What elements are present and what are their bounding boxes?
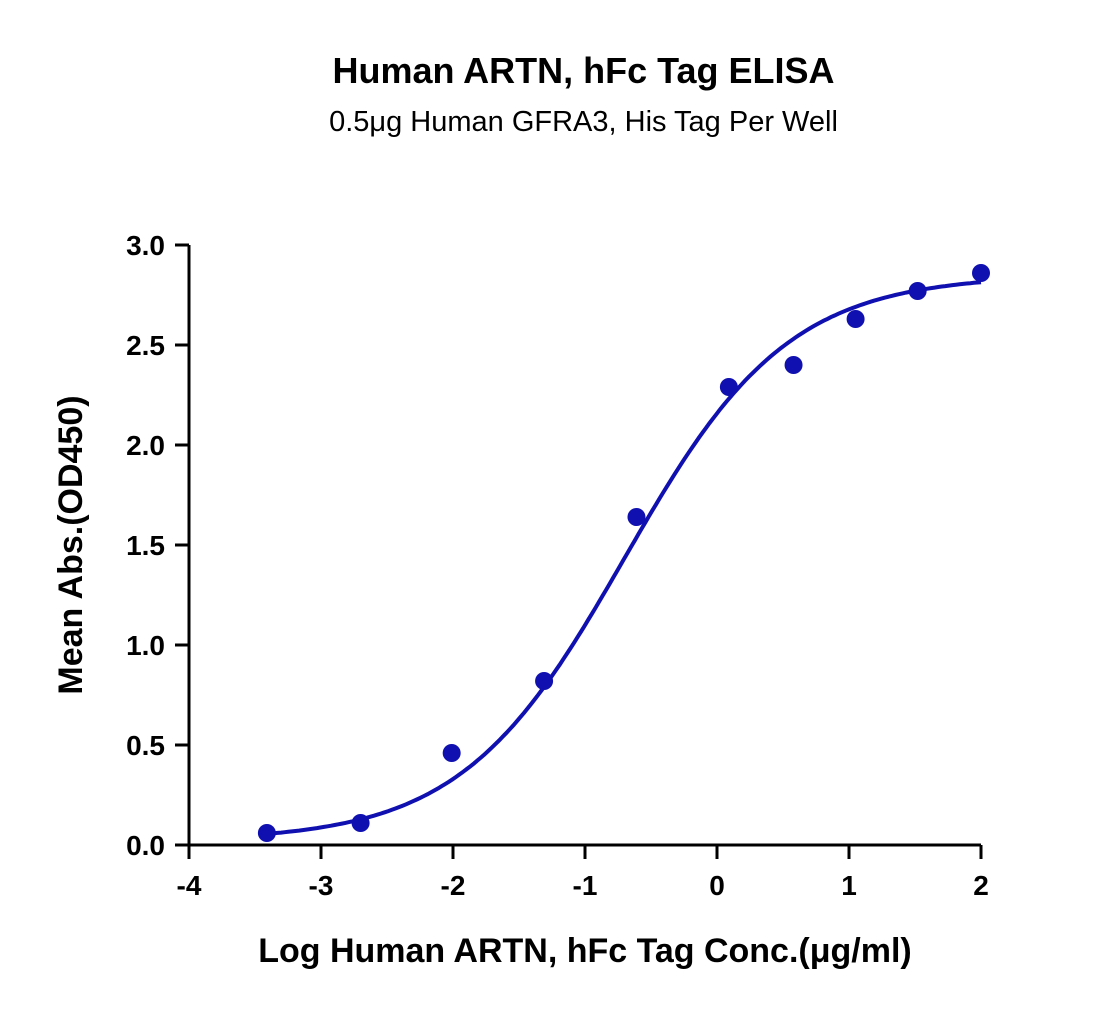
x-tick-label: -4 <box>177 870 202 901</box>
x-tick-label: 2 <box>973 870 989 901</box>
x-tick-label: -3 <box>309 870 334 901</box>
y-tick-label: 1.0 <box>126 630 165 661</box>
y-tick-label: 2.5 <box>126 330 165 361</box>
data-point <box>719 378 738 396</box>
x-tick-label: 0 <box>709 870 725 901</box>
data-point <box>784 356 803 374</box>
chart-subtitle: 0.5μg Human GFRA3, His Tag Per Well <box>329 106 838 138</box>
x-tick-label: 1 <box>841 870 857 901</box>
chart-title: Human ARTN, hFc Tag ELISA <box>332 50 835 91</box>
x-axis-label: Log Human ARTN, hFc Tag Conc.(μg/ml) <box>258 932 912 970</box>
data-point <box>442 744 461 762</box>
data-point <box>257 824 276 842</box>
y-tick-label: 3.0 <box>126 230 165 261</box>
y-axis-label: Mean Abs.(OD450) <box>52 395 90 694</box>
data-point <box>535 672 554 690</box>
y-tick-label: 0.5 <box>126 730 165 761</box>
x-tick-label: -1 <box>573 870 598 901</box>
data-point <box>846 310 865 328</box>
x-tick-label: -2 <box>441 870 466 901</box>
y-tick-label: 0.0 <box>126 830 165 861</box>
y-tick-label: 1.5 <box>126 530 165 561</box>
data-point <box>627 508 646 526</box>
y-tick-label: 2.0 <box>126 430 165 461</box>
fit-curve <box>266 280 982 836</box>
data-point <box>908 282 927 300</box>
data-point <box>972 264 990 282</box>
data-point <box>351 814 370 832</box>
